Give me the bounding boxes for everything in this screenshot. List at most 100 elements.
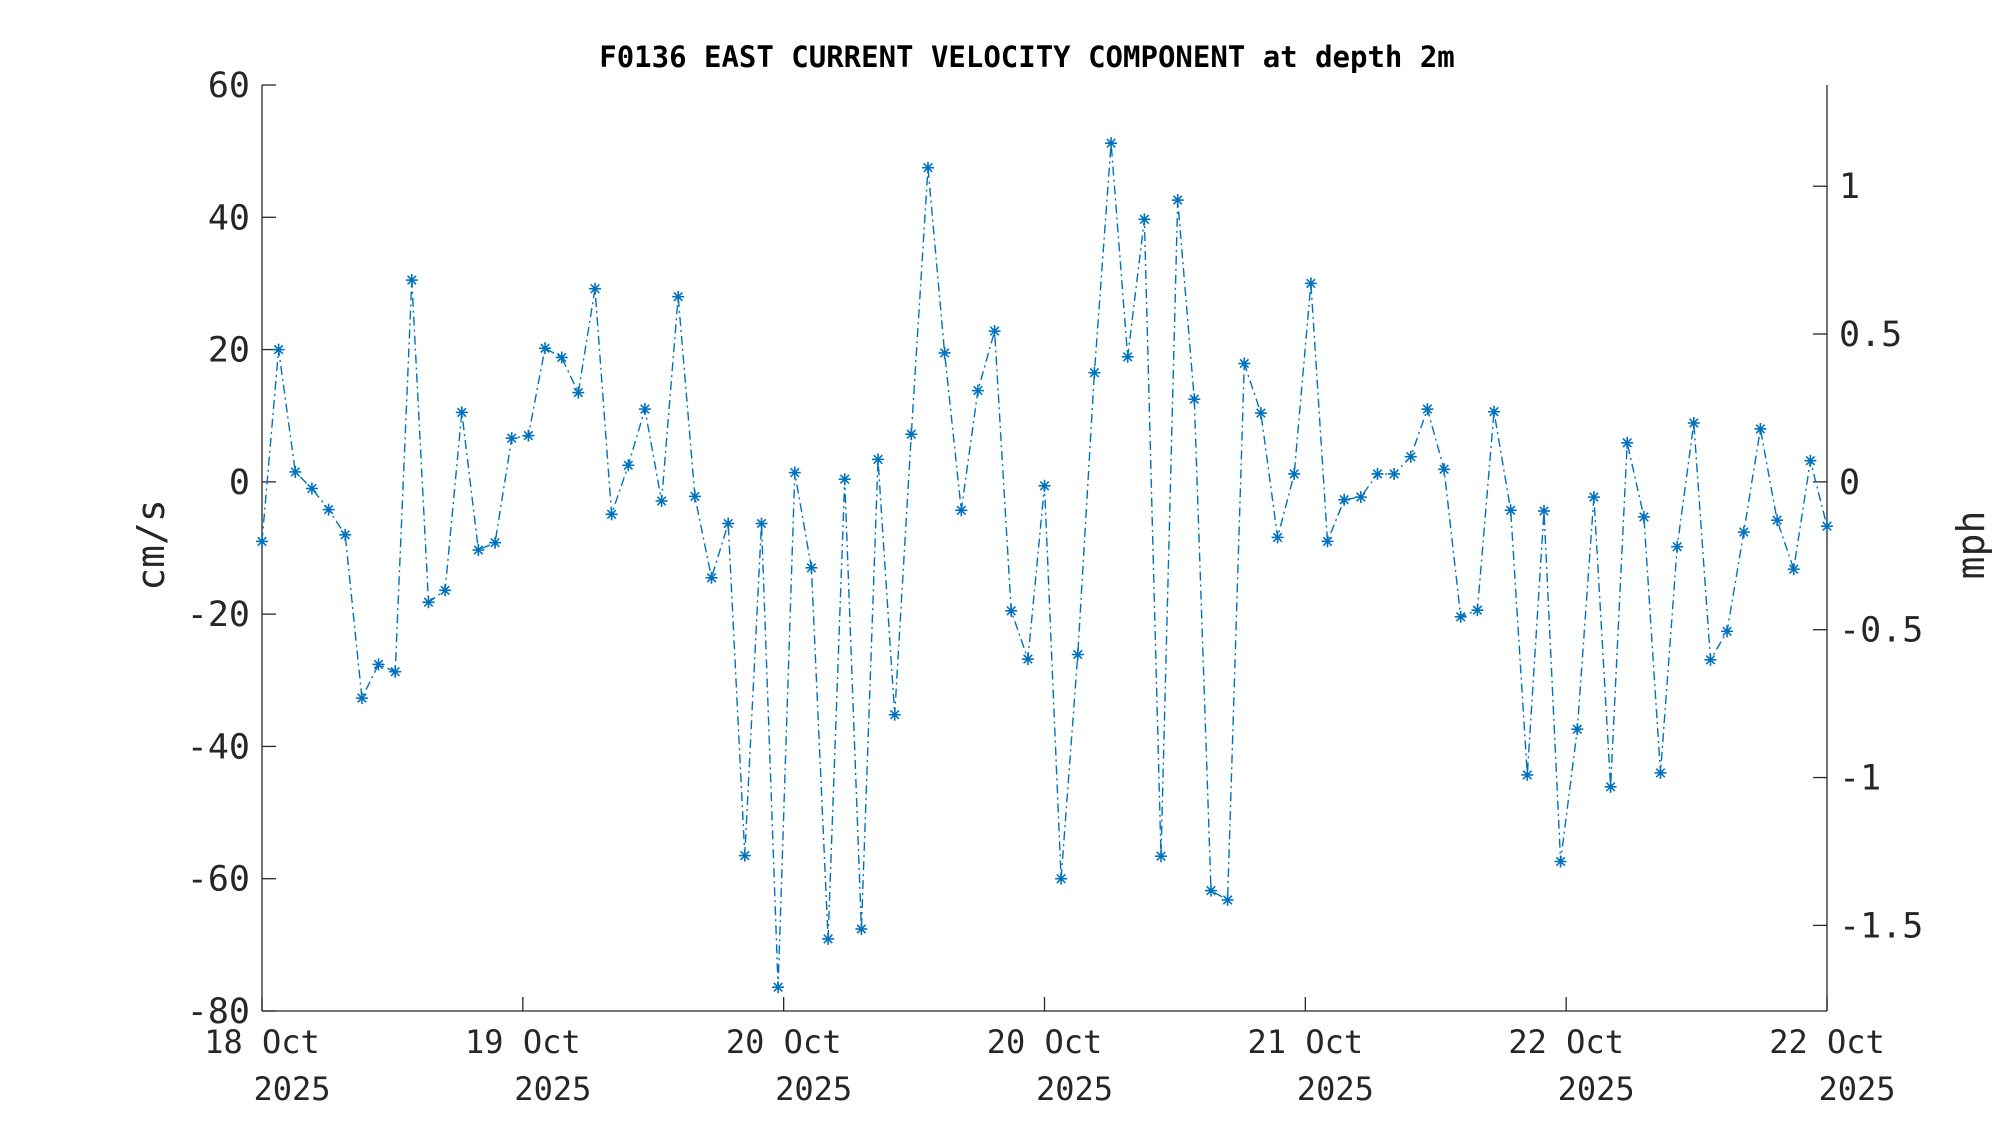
y-axis-label: cm/s: [129, 499, 173, 591]
marker-stroke: [1655, 768, 1666, 778]
marker-stroke: [1322, 536, 1333, 547]
marker-stroke: [373, 659, 384, 670]
x-tick-label: 2025: [775, 1070, 852, 1108]
data-point: [1637, 510, 1650, 523]
marker-stroke: [1122, 351, 1133, 362]
data-point: [1105, 137, 1118, 150]
marker-stroke: [1355, 492, 1366, 502]
data-point: [389, 665, 402, 678]
data-point: [1188, 393, 1201, 406]
data-point: [1321, 535, 1334, 548]
y-tick-label: -20: [187, 595, 250, 635]
data-point: [971, 384, 984, 397]
data-point: [1587, 491, 1600, 504]
data-point: [1005, 604, 1018, 617]
marker-stroke: [1489, 406, 1499, 417]
data-point: [1205, 884, 1217, 897]
data-point: [1571, 723, 1584, 736]
marker-stroke: [1555, 856, 1566, 867]
data-point: [772, 981, 785, 994]
marker-stroke: [1672, 541, 1683, 552]
marker-stroke: [540, 343, 550, 354]
data-point: [372, 658, 385, 671]
data-point: [1604, 780, 1617, 793]
marker-stroke: [1422, 404, 1433, 414]
y2-tick-label: -1: [1839, 759, 1881, 799]
marker-stroke: [573, 387, 584, 398]
data-point: [855, 923, 868, 935]
data-point: [522, 429, 535, 442]
marker-stroke: [1805, 455, 1816, 466]
marker-stroke: [806, 562, 817, 573]
data-point: [688, 490, 701, 503]
marker-stroke: [856, 924, 867, 934]
marker-stroke: [1056, 873, 1066, 884]
data-point: [1721, 625, 1734, 638]
data-point: [1704, 653, 1717, 666]
data-point: [1821, 520, 1833, 533]
marker-stroke: [1589, 492, 1599, 502]
data-point: [955, 504, 968, 517]
data-point: [672, 290, 685, 303]
data-point: [788, 466, 801, 479]
data-point: [755, 517, 768, 530]
marker-stroke: [989, 326, 1000, 336]
y-tick-label: 20: [208, 331, 250, 371]
marker-stroke: [889, 709, 900, 720]
marker-stroke: [723, 518, 734, 529]
marker-stroke: [1239, 358, 1250, 369]
data-point: [539, 342, 551, 355]
marker-stroke: [323, 504, 334, 515]
marker-stroke: [1688, 418, 1699, 428]
marker-stroke: [1039, 480, 1050, 491]
marker-stroke: [1272, 532, 1283, 543]
marker-stroke: [456, 407, 467, 418]
marker-stroke: [590, 283, 600, 294]
marker-stroke: [956, 505, 967, 516]
data-point: [1521, 768, 1534, 781]
data-point: [439, 584, 452, 597]
data-point: [1687, 417, 1700, 429]
marker-stroke: [1172, 195, 1183, 205]
marker-stroke: [739, 850, 750, 861]
marker-stroke: [1156, 851, 1166, 862]
chart-title: F0136 EAST CURRENT VELOCITY COMPONENT at…: [599, 40, 1455, 74]
data-point: [722, 517, 735, 530]
y2-tick-label: 0: [1839, 463, 1860, 503]
y2-tick-label: -1.5: [1839, 906, 1923, 946]
marker-stroke: [1189, 394, 1200, 405]
data-point: [1654, 766, 1667, 779]
x-tick-label: 20 Oct: [987, 1023, 1103, 1061]
marker-stroke: [1472, 605, 1483, 616]
marker-stroke: [1822, 521, 1832, 532]
marker-stroke: [606, 509, 617, 520]
data-point: [1088, 366, 1101, 379]
x-tick-label: 21 Oct: [1248, 1023, 1364, 1061]
marker-stroke: [273, 344, 284, 355]
marker-stroke: [1788, 564, 1799, 575]
data-point: [822, 932, 835, 945]
data-point: [1671, 540, 1684, 553]
marker-stroke: [1256, 408, 1266, 418]
data-point: [1138, 213, 1151, 226]
marker-stroke: [357, 693, 367, 703]
data-point: [1388, 467, 1401, 480]
marker-stroke: [490, 537, 500, 548]
marker-stroke: [923, 162, 933, 173]
data-point: [505, 432, 518, 445]
data-point: [872, 453, 884, 466]
x-tick-label: 2025: [253, 1070, 330, 1108]
x-tick-label: 19 Oct: [465, 1023, 581, 1061]
marker-stroke: [1455, 611, 1466, 622]
data-point: [289, 465, 302, 478]
marker-stroke: [673, 291, 684, 302]
marker-stroke: [823, 934, 833, 944]
data-point: [938, 346, 951, 359]
data-point: [1737, 526, 1750, 539]
data-point: [1454, 610, 1467, 623]
marker-stroke: [1389, 469, 1399, 479]
data-point: [1304, 277, 1317, 290]
data-point: [1221, 893, 1234, 906]
data-point: [1471, 604, 1484, 617]
